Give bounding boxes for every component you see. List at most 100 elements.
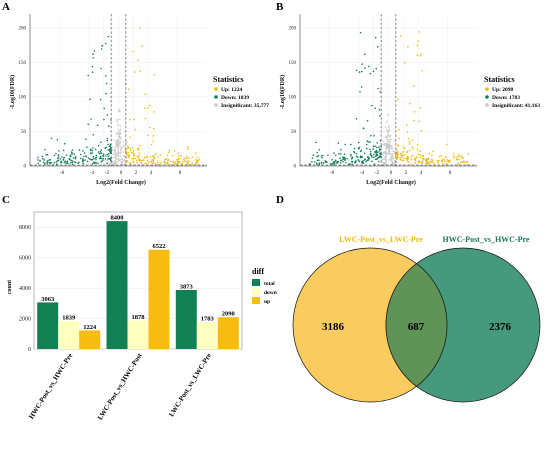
scatter-point-up [139, 144, 141, 147]
panel-label-a: A [2, 1, 10, 13]
scatter-point-down [42, 161, 45, 164]
scatter-point-up [152, 128, 155, 130]
scatter-point-up [167, 162, 169, 165]
scatter-point-up [427, 162, 430, 164]
scatter-point-down [333, 162, 336, 164]
bar-down [127, 320, 149, 349]
bar-total [175, 290, 197, 349]
scatter-point-down [344, 143, 347, 146]
scatter-point-down [316, 155, 318, 158]
scatter-point-down [86, 160, 89, 163]
scatter-point-down [350, 143, 352, 146]
scatter-point-down [89, 149, 92, 152]
scatter-point-up [125, 141, 128, 144]
scatter-point-up [412, 148, 415, 151]
scatter-point-up [397, 156, 399, 158]
scatter-point-up [186, 146, 189, 148]
scatter-point-down [83, 152, 86, 154]
scatter-point-up [180, 163, 183, 165]
scatter-point-insignificant [386, 140, 389, 143]
scatter-point-insignificant [122, 141, 125, 143]
scatter-point-down [106, 139, 108, 142]
scatter-point-down [90, 159, 92, 161]
x-tick-label: -4 [360, 171, 365, 176]
scatter-point-up [408, 149, 411, 152]
y-tick-label: 100 [19, 96, 27, 101]
venn-diagram-d: LWC-Post_vs_LWC-Pre HWC-Post_vs_HWC-Pre … [292, 235, 541, 403]
scatter-point-up [127, 146, 130, 149]
scatter-point-down [366, 140, 369, 142]
scatter-point-down [333, 163, 335, 166]
y-tick-label: 0 [28, 347, 31, 353]
scatter-point-down [369, 152, 372, 155]
scatter-point-up [403, 147, 406, 150]
scatter-point-up [460, 156, 463, 158]
y-tick-label: 0 [24, 165, 27, 170]
scatter-point-insignificant [120, 160, 122, 163]
scatter-point-up [456, 156, 458, 158]
scatter-point-down [42, 157, 44, 160]
scatter-point-up [191, 163, 194, 166]
scatter-point-down [108, 157, 110, 160]
scatter-point-up [197, 159, 199, 162]
scatter-point-insignificant [381, 161, 384, 163]
scatter-point-up [418, 120, 421, 123]
venn-set-label-lwc: LWC-Post_vs_LWC-Pre [339, 235, 423, 244]
scatter-point-insignificant [115, 145, 118, 147]
scatter-point-down [87, 123, 89, 126]
scatter-point-down [67, 162, 69, 165]
scatter-point-insignificant [387, 126, 390, 129]
scatter-point-down [369, 141, 371, 143]
scatter-point-down [37, 156, 39, 159]
scatter-point-up [406, 151, 408, 154]
scatter-point-insignificant [112, 162, 114, 165]
scatter-point-up [143, 156, 146, 159]
y-tick-label: 200 [289, 27, 297, 32]
scatter-point-down [92, 53, 94, 55]
scatter-point-insignificant [385, 165, 387, 167]
scatter-point-insignificant [385, 128, 388, 131]
scatter-point-up [426, 160, 429, 162]
scatter-point-down [374, 145, 376, 147]
scatter-point-up [146, 159, 149, 162]
scatter-point-up [420, 130, 423, 132]
bar-up [148, 249, 170, 349]
scatter-point-insignificant [389, 141, 392, 143]
scatter-point-up [466, 163, 469, 166]
scatter-point-up [417, 153, 420, 156]
scatter-point-up [138, 152, 140, 154]
scatter-point-up [419, 154, 422, 156]
scatter-point-insignificant [113, 149, 116, 152]
scatter-point-up [430, 158, 433, 161]
scatter-point-down [374, 36, 377, 39]
scatter-point-up [186, 161, 188, 164]
scatter-point-down [100, 67, 102, 70]
scatter-point-down [366, 159, 368, 162]
scatter-point-down [369, 150, 372, 153]
scatter-point-down [64, 142, 66, 145]
scatter-point-down [106, 153, 109, 156]
scatter-point-down [333, 152, 335, 154]
scatter-point-up [397, 153, 400, 155]
scatter-point-up [420, 53, 423, 55]
venn-count-lwc-only: 3186 [322, 321, 345, 333]
scatter-point-up [410, 163, 412, 166]
grid-lines [29, 14, 207, 167]
scatter-point-insignificant [390, 155, 393, 158]
scatter-point-up [155, 152, 157, 155]
scatter-point-up [125, 149, 127, 152]
scatter-point-down [318, 163, 321, 166]
scatter-point-down [74, 157, 77, 160]
scatter-point-insignificant [116, 119, 119, 121]
scatter-point-down [63, 156, 65, 159]
threshold-lines [30, 14, 207, 166]
scatter-point-insignificant [388, 146, 391, 149]
scatter-point-down [376, 45, 379, 48]
scatter-point-down [90, 118, 92, 120]
scatter-point-up [139, 70, 142, 72]
venn-set-label-hwc: HWC-Post_vs_HWC-Pre [443, 235, 530, 244]
scatter-point-down [92, 147, 94, 149]
scatter-point-down [365, 143, 368, 146]
scatter-point-up [418, 31, 421, 33]
scatter-point-down [377, 87, 379, 90]
